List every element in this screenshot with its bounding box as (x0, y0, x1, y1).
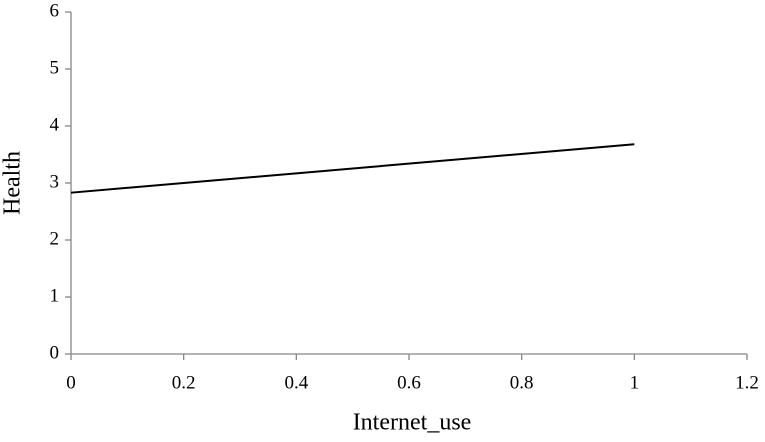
data-line (70, 143, 635, 194)
x-axis-title: Internet_use (353, 410, 472, 436)
x-tick-label: 1.2 (735, 372, 759, 393)
y-tick-label: 2 (50, 228, 60, 249)
x-tick-label: 0.4 (284, 372, 308, 393)
x-tick-label: 0.2 (172, 372, 196, 393)
y-tick-label: 5 (50, 57, 60, 78)
y-tick-label: 6 (50, 0, 60, 21)
y-tick-label: 1 (50, 285, 60, 306)
x-tick-label: 1 (630, 372, 640, 393)
y-tick-label: 4 (50, 114, 60, 135)
x-tick-label: 0.6 (397, 372, 421, 393)
y-axis-title: Health (0, 151, 26, 215)
y-tick-label: 3 (50, 171, 60, 192)
y-tick-label: 0 (50, 342, 60, 363)
x-tick-label: 0 (66, 372, 76, 393)
x-tick-label: 0.8 (510, 372, 534, 393)
